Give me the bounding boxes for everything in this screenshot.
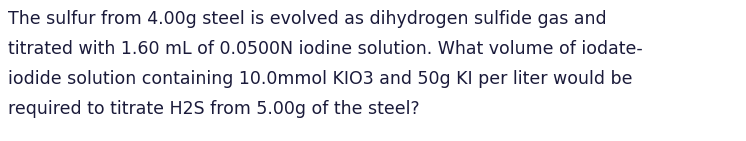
Text: The sulfur from 4.00g steel is evolved as dihydrogen sulfide gas and: The sulfur from 4.00g steel is evolved a… [8, 10, 606, 28]
Text: iodide solution containing 10.0mmol KIO3 and 50g KI per liter would be: iodide solution containing 10.0mmol KIO3… [8, 70, 633, 88]
Text: titrated with 1.60 mL of 0.0500N iodine solution. What volume of iodate-: titrated with 1.60 mL of 0.0500N iodine … [8, 40, 643, 58]
Text: required to titrate H2S from 5.00g of the steel?: required to titrate H2S from 5.00g of th… [8, 100, 419, 118]
